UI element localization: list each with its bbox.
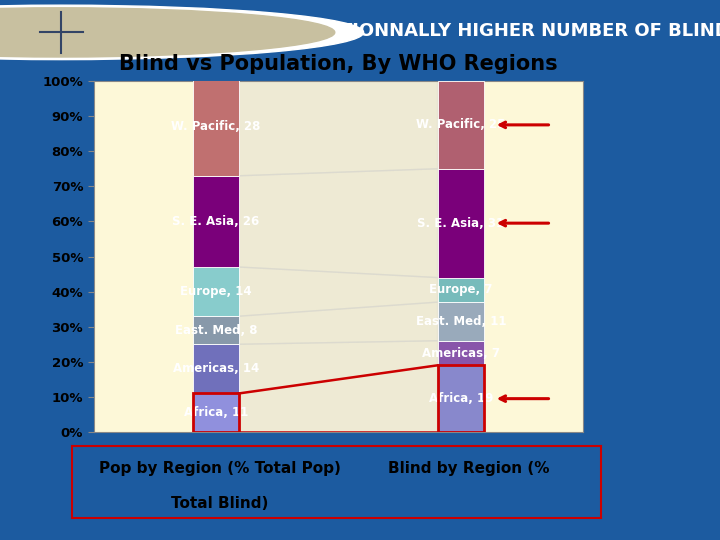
Bar	[193, 77, 239, 176]
Text: Americas, 7: Americas, 7	[422, 347, 500, 360]
Bar	[438, 365, 484, 432]
Text: Americas, 14: Americas, 14	[173, 362, 259, 375]
Polygon shape	[239, 341, 438, 393]
Polygon shape	[239, 77, 438, 176]
Text: S. E. Asia, 31: S. E. Asia, 31	[417, 217, 505, 230]
Text: Blind by Region (%: Blind by Region (%	[388, 461, 549, 476]
Polygon shape	[239, 365, 438, 432]
Title: Blind vs Population, By WHO Regions: Blind vs Population, By WHO Regions	[119, 54, 558, 74]
Bar	[193, 176, 239, 267]
Text: Europe, 7: Europe, 7	[429, 284, 492, 296]
Text: W. Pacific, 28: W. Pacific, 28	[171, 120, 261, 133]
Text: Pop by Region (% Total Pop): Pop by Region (% Total Pop)	[99, 461, 341, 476]
Polygon shape	[239, 302, 438, 345]
Bar	[438, 278, 484, 302]
Bar	[193, 316, 239, 345]
Polygon shape	[239, 267, 438, 316]
Text: East. Med, 11: East. Med, 11	[415, 315, 506, 328]
Bar	[438, 341, 484, 365]
Circle shape	[0, 8, 335, 57]
Bar	[438, 365, 484, 432]
Text: Europe, 14: Europe, 14	[180, 285, 252, 298]
Text: W. Pacific, 25: W. Pacific, 25	[416, 118, 505, 131]
Text: S. E. Asia, 26: S. E. Asia, 26	[172, 215, 260, 228]
Text: East. Med, 8: East. Med, 8	[175, 323, 257, 337]
Bar	[193, 393, 239, 432]
Bar	[438, 302, 484, 341]
Text: Africa, 19: Africa, 19	[428, 392, 493, 405]
Bar	[193, 267, 239, 316]
Bar	[193, 345, 239, 393]
Text: AFRICA:  A DISPROPORTIONNALLY HIGHER NUMBER OF BLIND: AFRICA: A DISPROPORTIONNALLY HIGHER NUMB…	[108, 22, 720, 40]
Bar	[438, 168, 484, 278]
Bar	[193, 393, 239, 432]
Text: Africa, 11: Africa, 11	[184, 406, 248, 419]
Polygon shape	[239, 168, 438, 278]
Text: Total Blind): Total Blind)	[171, 496, 269, 511]
Bar	[438, 81, 484, 168]
Circle shape	[0, 5, 364, 59]
